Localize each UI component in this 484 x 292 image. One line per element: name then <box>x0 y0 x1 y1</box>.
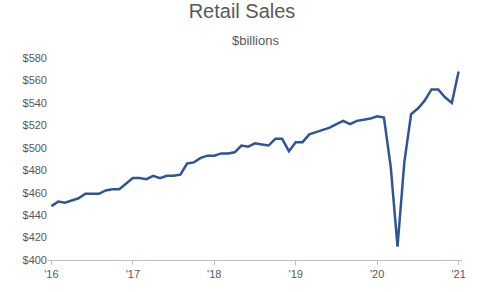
svg-text:$420: $420 <box>23 231 47 243</box>
svg-text:'16: '16 <box>44 268 58 280</box>
svg-text:$500: $500 <box>23 142 47 154</box>
svg-text:'18: '18 <box>207 268 221 280</box>
svg-text:$480: $480 <box>23 164 47 176</box>
svg-text:$560: $560 <box>23 74 47 86</box>
svg-text:$440: $440 <box>23 209 47 221</box>
svg-text:$520: $520 <box>23 119 47 131</box>
svg-text:$400: $400 <box>23 254 47 266</box>
svg-text:$540: $540 <box>23 97 47 109</box>
svg-text:$billions: $billions <box>232 33 279 48</box>
svg-text:'19: '19 <box>289 268 303 280</box>
svg-text:$580: $580 <box>23 52 47 64</box>
svg-text:Retail Sales: Retail Sales <box>189 0 296 22</box>
svg-text:$460: $460 <box>23 187 47 199</box>
svg-text:'17: '17 <box>126 268 140 280</box>
svg-text:'20: '20 <box>370 268 384 280</box>
svg-text:'21: '21 <box>451 268 465 280</box>
